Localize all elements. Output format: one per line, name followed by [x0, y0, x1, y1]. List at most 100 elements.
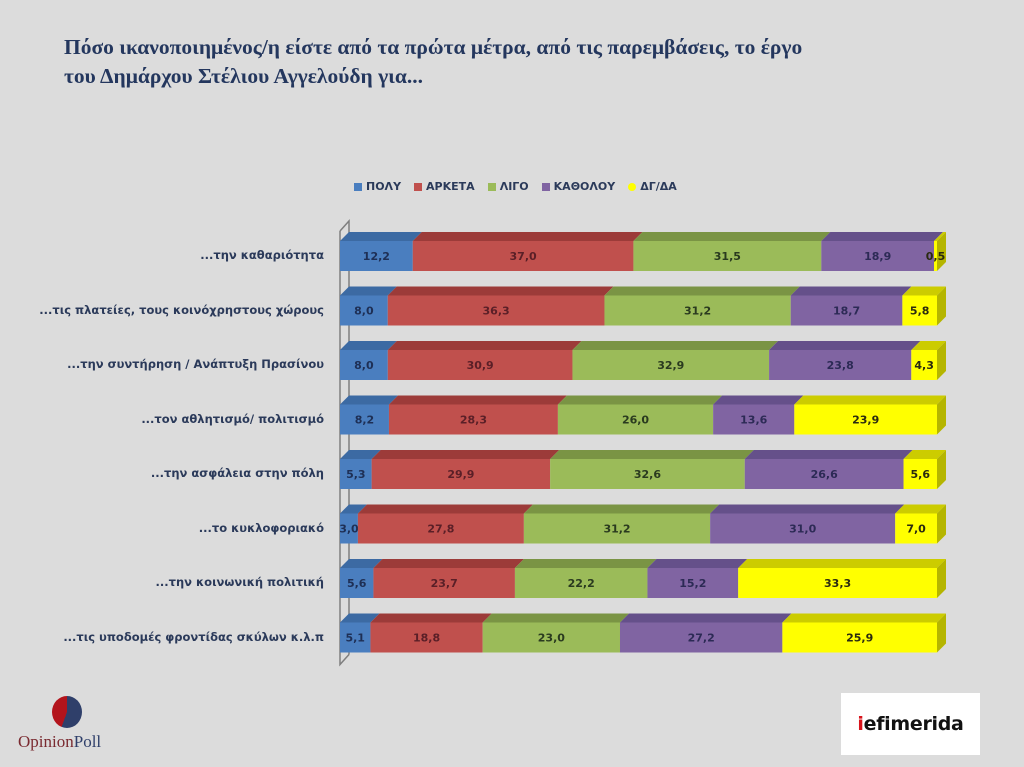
bar-segment: 18,7: [790, 286, 912, 326]
bar-segment: 8,0: [340, 286, 397, 326]
legend-swatch-arketa: [414, 182, 423, 191]
category-label: ...το κυκλοφοριακό: [198, 520, 324, 535]
data-label: 3,0: [339, 523, 359, 536]
bar-segment: 4,3: [911, 341, 946, 380]
data-label: 25,9: [846, 632, 873, 645]
data-label: 23,9: [852, 414, 879, 427]
bar-front-face: [371, 459, 551, 489]
bar-top-face: [340, 395, 398, 405]
bar-top-face: [769, 341, 921, 350]
bar-top-face: [373, 559, 524, 568]
legend-item-poly: ΠΟΛΥ: [354, 180, 401, 193]
bar-front-face: [902, 295, 937, 326]
bar-segment: 18,8: [370, 613, 492, 653]
data-label: 30,9: [467, 359, 494, 372]
bar-front-face: [387, 295, 605, 326]
bar-front-face: [557, 404, 714, 435]
data-label: 32,9: [657, 359, 684, 372]
bar-top-face: [371, 450, 560, 459]
legend-item-arketa: ΑΡΚΕΤΑ: [414, 180, 475, 193]
legend-swatch-katholou: [541, 182, 550, 191]
data-label: 12,2: [363, 250, 390, 263]
bar-side-face: [937, 286, 946, 326]
bar-front-face: [523, 513, 711, 544]
data-label: 5,8: [910, 305, 930, 318]
bar-front-face: [340, 568, 374, 598]
data-label: 28,3: [460, 414, 487, 427]
bar-top-face: [340, 559, 383, 568]
bar-front-face: [934, 241, 937, 271]
bar-top-face: [713, 395, 804, 405]
legend-swatch-dgda: [628, 182, 637, 191]
bar-top-face: [340, 341, 397, 350]
legend-label-dgda: ΔΓ/ΔΑ: [640, 180, 677, 193]
bar-segment: 5,1: [340, 613, 380, 653]
bar-top-face: [604, 286, 800, 296]
data-label: 4,3: [914, 359, 934, 372]
bar-segment: 25,9: [782, 613, 946, 653]
bar-segment: 23,7: [373, 559, 524, 598]
bar-front-face: [412, 241, 634, 271]
bar-front-face: [710, 513, 896, 544]
bar-front-face: [514, 568, 648, 598]
bar-segment: 5,6: [340, 559, 383, 598]
bar-top-face: [903, 450, 946, 459]
bar-top-face: [902, 286, 946, 296]
legend-swatch-poly: [354, 182, 362, 191]
category-label: ...την καθαριότητα: [200, 248, 324, 262]
opinionpoll-logo: OpinionPoll: [18, 696, 118, 756]
bar-front-face: [738, 568, 937, 598]
bar-top-face: [821, 232, 944, 241]
data-label: 27,8: [427, 523, 454, 536]
legend-item-katholou: ΚΑΘΟΛΟΥ: [541, 180, 615, 193]
bar-front-face: [340, 622, 371, 653]
bar-top-face: [550, 450, 754, 459]
data-label: 32,6: [634, 468, 661, 481]
bar-top-face: [710, 504, 905, 514]
bar-front-face: [340, 513, 358, 544]
bar-front-face: [387, 350, 573, 380]
category-label: ...την ασφάλεια στην πόλη: [150, 466, 324, 480]
bar-front-face: [769, 350, 912, 380]
bar-segment: 36,3: [387, 286, 614, 326]
bar-top-face: [790, 286, 912, 296]
bar-top-face: [387, 286, 614, 296]
data-label: 31,5: [714, 250, 741, 263]
title-line-2: του Δημάρχου Στέλιου Αγγελούδη για...: [64, 64, 423, 88]
bar-front-face: [821, 241, 935, 271]
bar-top-face: [619, 613, 792, 623]
bar-segment: 15,2: [647, 559, 748, 598]
data-label: 15,2: [679, 577, 706, 590]
bar-top-face: [934, 232, 946, 241]
bar-top-face: [633, 232, 831, 241]
chart-title: Πόσο ικανοποιημένος/η είστε από τα πρώτα…: [64, 33, 964, 91]
bar-front-face: [388, 404, 558, 435]
bar-side-face: [937, 395, 946, 435]
bar-top-face: [482, 613, 629, 623]
data-label: 8,0: [354, 305, 374, 318]
bar-front-face: [633, 241, 822, 271]
legend-label-arketa: ΑΡΚΕΤΑ: [426, 180, 475, 193]
data-label: 36,3: [483, 305, 510, 318]
bar-front-face: [895, 513, 937, 544]
bar-front-face: [340, 241, 413, 271]
data-label: 18,9: [864, 250, 891, 263]
bar-segment: 37,0: [412, 232, 643, 271]
bar-segment: 28,3: [388, 395, 567, 435]
bar-segment: 30,9: [387, 341, 582, 380]
bar-segment: 31,0: [710, 504, 905, 544]
bar-top-face: [514, 559, 657, 568]
bar-segment: 26,6: [744, 450, 913, 489]
bar-segment: 27,2: [619, 613, 792, 653]
iefimerida-i: i: [857, 713, 864, 735]
bar-top-face: [370, 613, 492, 623]
bar-side-face: [937, 450, 946, 489]
bar-side-face: [937, 559, 946, 598]
category-label: ...τον αθλητισμό/ πολιτισμό: [141, 411, 324, 426]
data-label: 37,0: [510, 250, 537, 263]
bar-segment: 31,2: [604, 286, 800, 326]
bar-front-face: [340, 350, 388, 380]
bar-top-face: [357, 504, 533, 514]
opinionpoll-word-opinion: Opinion: [18, 732, 74, 751]
bar-segment: 32,6: [550, 450, 754, 489]
